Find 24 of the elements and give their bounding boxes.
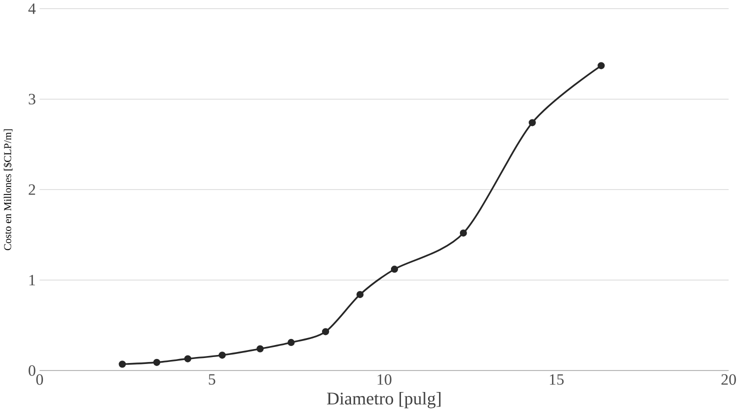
point [118,360,126,368]
y-tick-label: 3 [28,94,36,105]
point [322,328,330,336]
point [218,352,226,359]
x-tick-label: 5 [208,374,216,385]
point [460,230,467,237]
x-axis-title: Diametro [pulg] [327,392,440,408]
y-tick-label: 2 [28,184,36,195]
x-tick-label: 20 [721,374,736,385]
point [528,119,536,126]
x-tick-label: 0 [36,374,43,385]
y-tick-label: 0 [28,365,36,376]
x-tick-label: 10 [378,374,392,385]
y-tick-label: 4 [28,4,36,14]
point [288,339,295,346]
point [256,345,264,353]
y-axis-title: Costo en Millones [$CLP/m] [3,130,12,250]
point [390,266,398,273]
point [598,62,605,70]
point [184,355,192,362]
y-tick-label: 1 [29,275,35,286]
point [356,291,364,298]
x-tick-label: 15 [550,374,564,385]
point [153,358,160,366]
